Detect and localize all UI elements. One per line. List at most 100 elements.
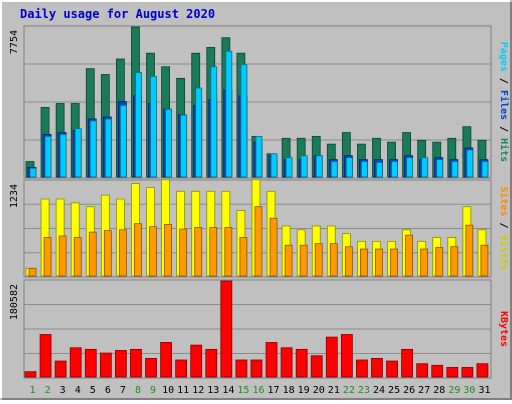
- visits-sites-bar-22: [344, 246, 353, 277]
- kbytes-kbytes-bar-13: [205, 348, 218, 378]
- hits-pages-bar-1: [29, 167, 37, 178]
- hits-pages-bar-8: [135, 72, 142, 178]
- x-tick-label-12: 12: [192, 385, 204, 396]
- hits-pages-bar-15: [240, 64, 248, 178]
- hits-pages-bar-21: [330, 161, 338, 178]
- visits-sites-bar-3: [58, 235, 67, 277]
- kbytes-kbytes-bar-27: [416, 363, 429, 378]
- visits-sites-bar-31: [480, 244, 489, 277]
- visits-sites-bar-5: [88, 231, 97, 277]
- visits-sites-bar-10: [164, 224, 172, 277]
- hits-pages-bar-6: [104, 118, 112, 178]
- x-tick-label-13: 13: [207, 385, 219, 396]
- hits-pages-bar-19: [300, 155, 308, 178]
- x-tick-label-17: 17: [268, 385, 280, 396]
- kbytes-kbytes-bar-14: [220, 280, 233, 378]
- x-tick-label-28: 28: [433, 385, 445, 396]
- chart-title: Daily usage for August 2020: [20, 7, 215, 21]
- x-tick-label-26: 26: [403, 385, 415, 396]
- visits-axis-max-label: 1234: [9, 184, 20, 208]
- kbytes-kbytes-bar-22: [340, 334, 353, 378]
- hits-pages-bar-31: [481, 161, 489, 178]
- x-tick-label-20: 20: [313, 385, 325, 396]
- hits-pages-bar-25: [391, 161, 398, 178]
- x-tick-label-1: 1: [30, 385, 36, 396]
- hits-legend-part-3: /: [498, 120, 509, 138]
- hits-pages-bar-24: [376, 162, 383, 178]
- hits-pages-bar-16: [255, 135, 263, 178]
- kbytes-kbytes-bar-7: [114, 350, 127, 378]
- visits-sites-bar-30: [465, 224, 474, 277]
- kbytes-kbytes-bar-5: [84, 348, 97, 378]
- hits-pages-bar-27: [421, 157, 429, 178]
- hits-axis-max-label: 7754: [9, 30, 20, 54]
- kbytes-kbytes-bar-29: [446, 367, 459, 378]
- visits-sites-bar-11: [179, 228, 188, 277]
- x-tick-label-2: 2: [45, 385, 51, 396]
- x-tick-label-6: 6: [105, 385, 111, 396]
- kbytes-kbytes-bar-16: [250, 359, 263, 378]
- x-tick-label-8: 8: [135, 385, 141, 396]
- visits-legend-label: Sites / Visits: [498, 186, 510, 270]
- kbytes-kbytes-bar-20: [310, 355, 323, 378]
- visits-sites-bar-28: [435, 247, 444, 277]
- visits-sites-bar-18: [284, 244, 293, 277]
- x-tick-label-31: 31: [478, 385, 490, 396]
- visits-sites-bar-1: [28, 267, 37, 277]
- visits-sites-bar-8: [134, 223, 142, 277]
- visits-sites-bar-14: [224, 227, 233, 277]
- x-tick-label-22: 22: [343, 385, 355, 396]
- x-tick-label-7: 7: [120, 385, 126, 396]
- hits-pages-bar-14: [225, 50, 233, 178]
- x-tick-label-23: 23: [358, 385, 370, 396]
- x-tick-label-30: 30: [463, 385, 475, 396]
- x-tick-label-19: 19: [298, 385, 310, 396]
- hits-legend-part-0: Pages: [498, 42, 509, 72]
- visits-sites-bar-29: [450, 246, 459, 277]
- hits-pages-bar-2: [44, 135, 52, 178]
- kbytes-kbytes-bar-4: [69, 347, 82, 378]
- visits-sites-bar-6: [103, 230, 112, 277]
- hits-pages-bar-29: [451, 161, 459, 178]
- x-tick-label-21: 21: [328, 385, 340, 396]
- hits-pages-bar-5: [89, 120, 97, 178]
- kbytes-kbytes-bar-9: [145, 357, 157, 378]
- visits-sites-bar-27: [420, 248, 429, 277]
- hits-pages-bar-3: [59, 134, 67, 178]
- kbytes-kbytes-bar-19: [295, 348, 308, 378]
- visits-sites-bar-25: [390, 248, 398, 277]
- x-tick-label-4: 4: [75, 385, 81, 396]
- kbytes-kbytes-bar-6: [99, 352, 112, 378]
- visits-sites-bar-2: [43, 237, 52, 277]
- hits-pages-bar-23: [361, 161, 368, 178]
- visits-legend-part-2: Visits: [498, 235, 510, 271]
- hits-legend-part-2: Files: [498, 90, 510, 120]
- visits-sites-bar-15: [239, 237, 248, 277]
- kbytes-kbytes-bar-8: [130, 348, 142, 378]
- kbytes-kbytes-bar-10: [160, 342, 172, 378]
- hits-pages-bar-7: [119, 105, 127, 178]
- hits-pages-bar-26: [406, 157, 414, 178]
- kbytes-kbytes-bar-31: [476, 363, 489, 378]
- hits-legend-part-4: Hits: [498, 138, 510, 162]
- kbytes-kbytes-bar-25: [386, 360, 398, 378]
- hits-pages-bar-9: [150, 76, 157, 178]
- visits-sites-bar-23: [360, 248, 368, 277]
- hits-pages-bar-17: [270, 153, 278, 178]
- hits-pages-bar-30: [466, 149, 474, 178]
- x-tick-label-24: 24: [373, 385, 385, 396]
- x-tick-label-18: 18: [283, 385, 295, 396]
- visits-sites-bar-12: [194, 227, 203, 277]
- x-tick-label-3: 3: [60, 385, 66, 396]
- kbytes-kbytes-bar-11: [175, 359, 188, 378]
- kbytes-kbytes-bar-18: [280, 347, 293, 378]
- kbytes-kbytes-bar-28: [431, 364, 444, 378]
- kbytes-kbytes-bar-2: [39, 334, 52, 378]
- x-tick-label-29: 29: [448, 385, 460, 396]
- hits-pages-bar-11: [180, 114, 188, 178]
- visits-sites-bar-7: [118, 229, 127, 277]
- kbytes-kbytes-bar-23: [356, 359, 368, 378]
- kbytes-kbytes-bar-30: [461, 367, 474, 378]
- x-tick-label-11: 11: [177, 385, 189, 396]
